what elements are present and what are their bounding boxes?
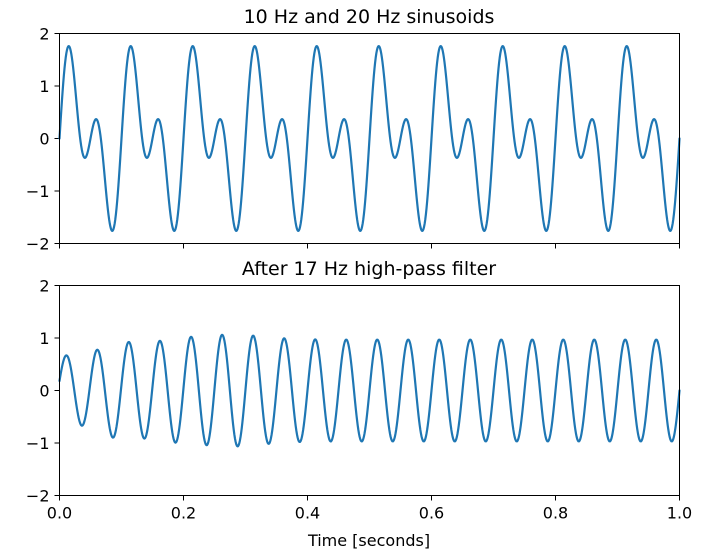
y-tick-label: −1 — [26, 182, 50, 201]
x-axis-label: Time [seconds] — [307, 531, 430, 550]
y-tick-label: 2 — [39, 25, 49, 44]
axes-frame — [59, 33, 680, 244]
y-tick-label: 2 — [39, 277, 49, 296]
y-tick-label: −2 — [26, 235, 50, 254]
x-tick-label: 0.2 — [171, 504, 196, 523]
chart-title: After 17 Hz high-pass filter — [242, 258, 496, 280]
series-line-sinusoids — [58, 45, 681, 232]
y-tick-label: −2 — [26, 487, 50, 506]
y-tick-label: 1 — [39, 77, 49, 96]
y-tick-label: 0 — [39, 130, 49, 149]
x-tick-label: 0.6 — [419, 504, 444, 523]
x-tick-label: 0.4 — [295, 504, 320, 523]
x-tick-label: 0.8 — [543, 504, 568, 523]
y-tick-label: 1 — [39, 329, 49, 348]
axes-frame — [59, 285, 680, 496]
x-tick-label: 0.0 — [47, 504, 72, 523]
series-line-filtered — [58, 333, 681, 448]
subplot-sinusoids: 10 Hz and 20 Hz sinusoids −2 −1 0 1 2 — [26, 6, 681, 254]
y-tick-label: 0 — [39, 382, 49, 401]
x-tick-label: 1.0 — [667, 504, 692, 523]
chart-title: 10 Hz and 20 Hz sinusoids — [244, 6, 495, 28]
y-tick-label: −1 — [26, 434, 50, 453]
subplot-highpass: After 17 Hz high-pass filter −2 −1 0 1 2 0.0 0… — [26, 258, 692, 550]
